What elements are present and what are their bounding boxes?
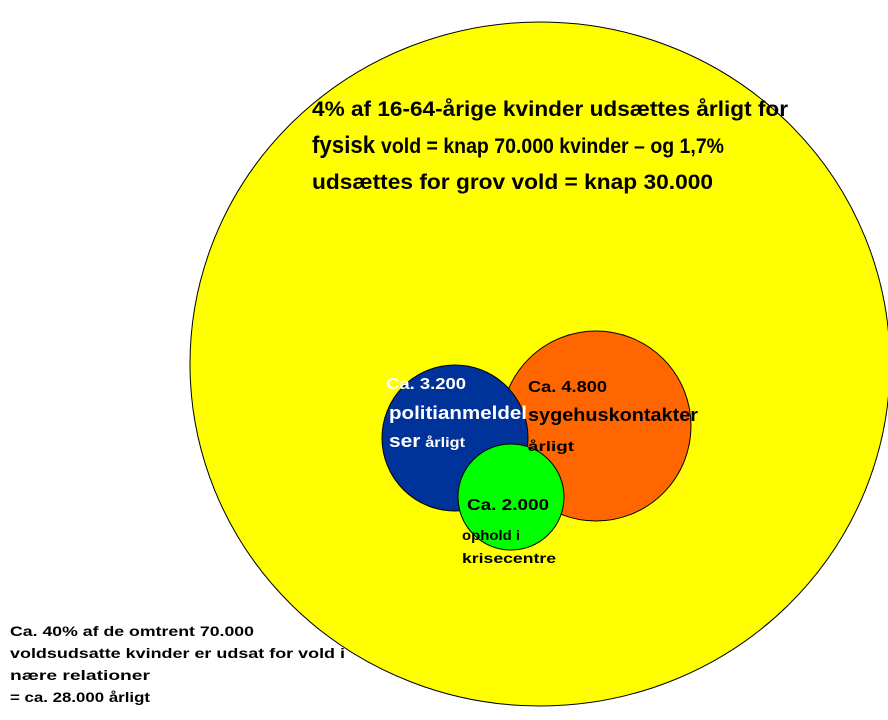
footnote-line: = ca. 28.000 årligt <box>10 689 150 705</box>
police-text-part: årligt <box>425 434 465 450</box>
hospital-text: årligt <box>528 438 574 454</box>
shelter-text-part: krisecentre <box>462 550 556 566</box>
headline-line: 4% af 16-64-årige kvinder udsættes årlig… <box>312 98 788 121</box>
footnote-line-part: nære relationer <box>10 667 151 683</box>
texts: 4% af 16-64-årige kvinder udsættes årlig… <box>10 98 788 705</box>
headline-line: fysiskvold = knap 70.000 kvinder – og 1,… <box>312 132 724 159</box>
headline-line: udsættes for grov vold = knap 30.000 <box>312 171 713 194</box>
footnote-line-part: = ca. 28.000 årligt <box>10 689 150 705</box>
shelter-text-part: Ca. 2.000 <box>467 497 549 514</box>
police-text-part: politianmeldel <box>389 403 527 423</box>
hospital-text-part: årligt <box>528 438 574 454</box>
police-text: ser årligt <box>389 431 465 451</box>
police-text: Ca. 3.200 <box>386 376 466 393</box>
headline-line-part: 4% af 16-64-årige kvinder udsættes årlig… <box>312 98 788 121</box>
hospital-text: Ca. 4.800 <box>528 379 607 396</box>
footnote-line: Ca. 40% af de omtrent 70.000 <box>10 623 254 639</box>
shelter-text: Ca. 2.000 <box>467 497 549 514</box>
police-text: politianmeldel <box>389 403 527 423</box>
shelter-text: ophold i <box>462 527 520 543</box>
hospital-text-part: Ca. 4.800 <box>528 379 607 396</box>
headline-line-part: vold = knap 70.000 kvinder – og 1,7% <box>381 135 724 158</box>
headline-line-part: fysisk <box>312 132 376 159</box>
hospital-text: sygehuskontakter <box>528 405 698 425</box>
footnote-line: voldsudsatte kvinder er udsat for vold i <box>10 645 345 661</box>
footnote-line: nære relationer <box>10 667 151 683</box>
police-text-part: Ca. 3.200 <box>386 376 466 393</box>
footnote-line-part: Ca. 40% af de omtrent 70.000 <box>10 623 254 639</box>
footnote-line-part: voldsudsatte kvinder er udsat for vold i <box>10 645 345 661</box>
shelter-text: krisecentre <box>462 550 556 566</box>
shelter-text-part: ophold i <box>462 527 520 543</box>
hospital-text-part: sygehuskontakter <box>528 405 698 425</box>
shelter-circle <box>457 443 565 551</box>
police-text-part: ser <box>389 431 420 451</box>
headline-line-part: udsættes for grov vold = knap 30.000 <box>312 171 713 194</box>
